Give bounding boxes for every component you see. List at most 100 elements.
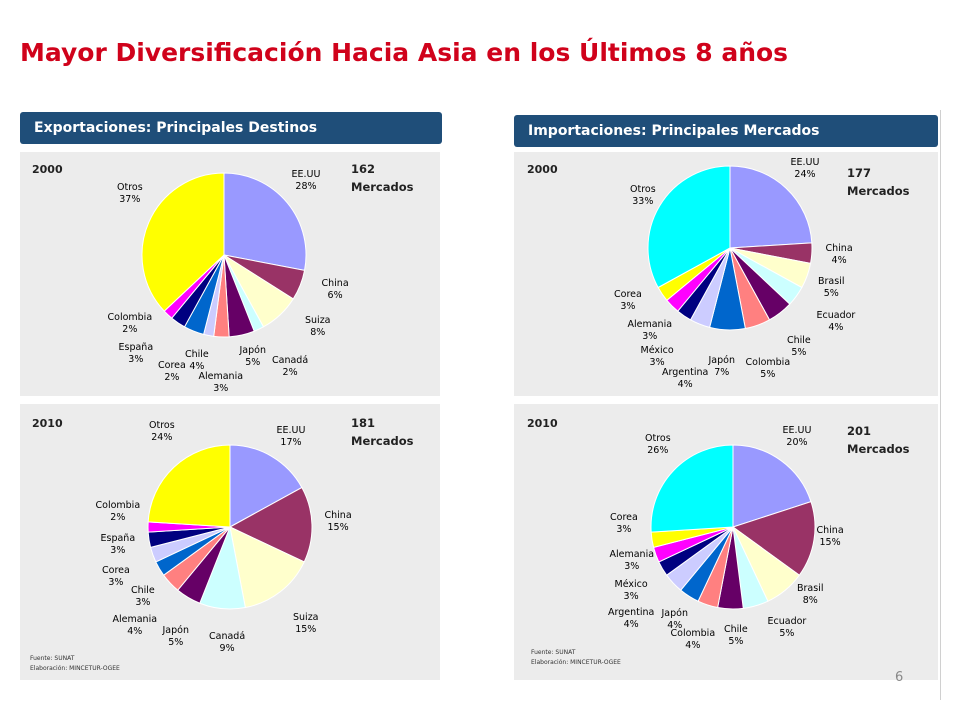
slice-percent: 3%: [108, 577, 124, 588]
slice-percent: 4%: [667, 620, 683, 631]
slice-label-otros: Otros 26%: [645, 433, 671, 457]
slice-label-espana: España 3%: [101, 533, 136, 557]
pie-slice-ee-uu: [732, 444, 812, 528]
slice-percent: 4%: [189, 361, 205, 372]
slice-label-chile: Chile 4%: [185, 349, 209, 373]
slice-percent: 8%: [310, 327, 326, 338]
slice-label-brasil: Brasil 8%: [797, 583, 823, 607]
slice-category: México: [614, 579, 648, 590]
slice-label-china: China 15%: [325, 510, 352, 534]
slice-category: Japón: [162, 625, 190, 636]
slice-label-otros: Otros 33%: [630, 184, 656, 208]
slice-label-alemania: Alemania 3%: [628, 319, 673, 343]
slice-percent: 2%: [122, 324, 138, 335]
pie-slice-ee-uu: [229, 444, 303, 528]
slice-label-japon: Japón 7%: [709, 355, 736, 379]
slice-category: Suiza: [305, 315, 331, 326]
year-label: 2000: [527, 163, 558, 176]
slice-category: Canadá: [209, 631, 246, 642]
slice-label-chile: Chile 5%: [787, 335, 811, 359]
slice-category: China: [321, 278, 349, 289]
slice-category: EE.UU: [291, 169, 321, 180]
slice-label-colombia: Colombia 4%: [671, 628, 716, 652]
slice-category: Otros: [149, 420, 175, 431]
slice-category: Otros: [645, 433, 671, 444]
slice-percent: 3%: [642, 331, 658, 342]
markets-count: 177 Mercados: [847, 166, 910, 198]
slice-category: Argentina: [662, 367, 709, 378]
slice-percent: 37%: [119, 194, 141, 205]
slice-category: Corea: [610, 512, 638, 523]
slice-label-corea: Corea 3%: [610, 512, 638, 536]
slice-category: China: [816, 525, 844, 536]
slice-category: China: [324, 510, 352, 521]
slice-category: Otros: [117, 182, 143, 193]
slice-percent: 3%: [623, 591, 639, 602]
slice-percent: 5%: [823, 288, 839, 299]
slice-label-japon: Japón 4%: [662, 608, 689, 632]
slice-percent: 2%: [164, 372, 180, 383]
slice-category: Chile: [787, 335, 811, 346]
slice-percent: 17%: [280, 437, 302, 448]
pie-slice-ee-uu: [729, 165, 813, 249]
markets-count: 201 Mercados: [847, 424, 910, 456]
pie-slice-otros: [650, 444, 734, 533]
slice-label-chile: Chile 3%: [131, 585, 155, 609]
slice-label-alemania: Alemania 3%: [610, 549, 655, 573]
slice-category: Ecuador: [816, 310, 856, 321]
slice-percent: 3%: [110, 545, 126, 556]
slice-percent: 5%: [779, 628, 795, 639]
slice-percent: 3%: [128, 354, 144, 365]
year-label: 2000: [32, 163, 63, 176]
slice-percent: 9%: [219, 643, 235, 654]
slice-label-alemania: Alemania 4%: [113, 614, 158, 638]
slice-percent: 4%: [677, 379, 693, 390]
slice-category: Brasil: [818, 276, 845, 287]
slice-percent: 5%: [728, 636, 744, 647]
slice-label-mexico: México 3%: [615, 579, 648, 603]
slice-label-canada: Canadá 2%: [272, 355, 308, 379]
slice-label-espana: España 3%: [119, 342, 154, 366]
slice-percent: 4%: [623, 619, 639, 630]
slice-label-argentina: Argentina 4%: [608, 607, 654, 631]
slice-percent: 15%: [819, 537, 841, 548]
slice-label-alemania: Alemania 3%: [199, 371, 244, 395]
exports-header: Exportaciones: Principales Destinos: [20, 112, 442, 144]
imports-2010-pie: [650, 444, 816, 610]
slice-percent: 5%: [245, 357, 261, 368]
slice-category: Corea: [614, 289, 642, 300]
slice-label-japon: Japón 5%: [240, 345, 267, 369]
slice-category: Alemania: [609, 549, 655, 560]
exports-2010-pie: [147, 444, 313, 610]
pie-slice-otros: [147, 444, 231, 528]
slice-percent: 5%: [760, 369, 776, 380]
slice-label-ee-uu: EE.UU 28%: [292, 169, 321, 193]
imports-2000-pie: [647, 165, 813, 331]
slice-percent: 3%: [624, 561, 640, 572]
slice-category: España: [100, 533, 136, 544]
slice-label-china: China 15%: [817, 525, 844, 549]
slice-percent: 24%: [151, 432, 173, 443]
slice-percent: 24%: [794, 169, 816, 180]
slice-category: Corea: [102, 565, 130, 576]
slice-category: México: [640, 345, 674, 356]
slice-label-canada: Canadá 9%: [209, 631, 245, 655]
slice-label-colombia: Colombia 5%: [746, 357, 791, 381]
slice-label-ecuador: Ecuador 5%: [768, 616, 807, 640]
slice-category: España: [118, 342, 154, 353]
year-label: 2010: [32, 417, 63, 430]
slice-category: Alemania: [112, 614, 158, 625]
slice-category: Colombia: [745, 357, 791, 368]
slice-label-otros: Otros 24%: [149, 420, 175, 444]
slice-label-suiza: Suiza 15%: [293, 612, 319, 636]
slice-category: Japón: [708, 355, 736, 366]
slice-percent: 2%: [282, 367, 298, 378]
slice-category: Argentina: [608, 607, 655, 618]
markets-count: 181 Mercados: [351, 416, 414, 448]
pie-slice-china: [731, 501, 816, 576]
slice-category: EE.UU: [790, 157, 820, 168]
pie-slice-china: [228, 486, 313, 563]
slice-label-ee-uu: EE.UU 24%: [791, 157, 820, 181]
slice-percent: 5%: [168, 637, 184, 648]
slice-percent: 33%: [632, 196, 654, 207]
